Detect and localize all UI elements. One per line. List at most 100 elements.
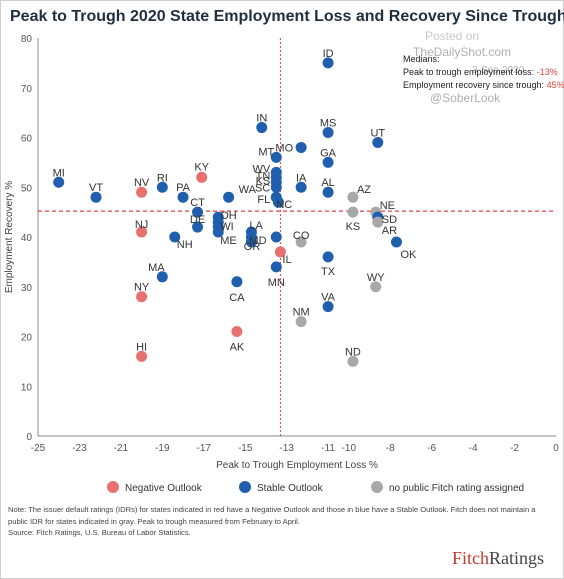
y-tick-label: 50	[21, 183, 33, 194]
label-ga: GA	[320, 147, 337, 159]
median-loss-label: Peak to trough employment loss:	[403, 67, 534, 77]
legend-swatch-2	[371, 481, 383, 493]
x-tick-label: -2	[510, 443, 519, 454]
label-sc: SC	[255, 182, 270, 194]
label-ne: NE	[380, 200, 395, 212]
point-hi	[136, 350, 148, 362]
label-nd: ND	[345, 346, 361, 358]
label-tx: TX	[321, 266, 336, 278]
median-loss-value: -13%	[537, 67, 558, 77]
label-ca: CA	[229, 292, 245, 304]
footnotes: Note: The issuer default ratings (IDRs) …	[8, 504, 556, 539]
label-nc: NC	[276, 199, 292, 211]
watermark-posted-on: Posted on	[425, 29, 479, 43]
label-wa: WA	[239, 184, 257, 196]
point-ar	[372, 216, 384, 228]
label-hi: HI	[136, 341, 147, 353]
x-tick-label: -21	[114, 443, 129, 454]
legend-label-1: Stable Outlook	[257, 483, 324, 494]
point-va	[322, 301, 334, 313]
note-line-1: Note: The issuer default ratings (IDRs) …	[8, 505, 536, 514]
y-tick-label: 30	[21, 283, 33, 294]
fitch-ratings-logo: FitchRatings	[452, 548, 544, 569]
brand-part-2: Ratings	[489, 548, 545, 568]
label-oh: OH	[220, 210, 237, 222]
label-wi: WI	[220, 221, 233, 233]
label-mt: MT	[258, 146, 274, 158]
point-nh	[169, 231, 181, 243]
point-az	[347, 191, 359, 203]
label-wy: WY	[367, 272, 385, 284]
point-tx	[322, 251, 334, 263]
label-nh: NH	[177, 239, 193, 251]
chart-title: Peak to Trough 2020 State Employment Los…	[10, 8, 564, 25]
x-tick-label: -10	[342, 443, 357, 454]
x-tick-label: -15	[238, 443, 253, 454]
label-me: ME	[220, 235, 237, 247]
legend-label-2: no public Fitch rating assigned	[389, 483, 524, 494]
point-me	[212, 226, 224, 238]
point-ct	[192, 206, 204, 218]
point-wy	[370, 281, 382, 293]
point-nj	[136, 226, 148, 238]
point-ms	[322, 127, 334, 139]
point-ak	[231, 326, 243, 338]
label-ok: OK	[400, 249, 417, 261]
point-ks	[347, 206, 359, 218]
label-mo: MO	[275, 142, 293, 154]
x-tick-label: -8	[386, 443, 395, 454]
point-sc	[270, 181, 282, 193]
point-wa	[223, 191, 235, 203]
label-vt: VT	[89, 182, 103, 194]
label-ut: UT	[370, 127, 385, 139]
label-mn: MN	[268, 277, 285, 289]
legend-swatch-0	[107, 481, 119, 493]
y-tick-label: 10	[21, 382, 33, 393]
source-line: Source: Fitch Ratings, U.S. Bureau of La…	[8, 528, 191, 537]
watermark-date: 3-Sep-2020	[472, 65, 525, 76]
label-ia: IA	[296, 172, 307, 184]
legend: Negative Outlook Stable Outlook no public …	[107, 481, 524, 494]
label-la: LA	[249, 220, 263, 232]
y-tick-label: 20	[21, 333, 33, 344]
label-tn: TN	[256, 170, 271, 182]
point-nv	[136, 186, 148, 198]
watermark-site: TheDailyShot.com	[413, 45, 511, 59]
label-nv: NV	[134, 177, 150, 189]
x-tick-labels: -25 -23 -21 -19 -17 -15 -13 -11 -10 -8 -6 -4 -2 0	[31, 443, 559, 454]
label-ri: RI	[157, 172, 168, 184]
note-line-2: public IDR for states indicated in gray.…	[8, 516, 300, 526]
label-sd: SD	[382, 214, 397, 226]
y-tick-label: 70	[21, 84, 33, 95]
x-tick-label: 0	[553, 443, 559, 454]
point-co	[295, 236, 307, 248]
label-pa: PA	[176, 182, 191, 194]
label-or: OR	[244, 241, 261, 253]
point-ga	[322, 156, 334, 168]
x-tick-label: -11	[321, 443, 335, 454]
label-va: VA	[321, 292, 336, 304]
x-tick-label: -13	[279, 443, 294, 454]
x-tick-label: -6	[427, 443, 436, 454]
point-in	[256, 122, 268, 134]
point-ok	[390, 236, 402, 248]
median-recovery-label: Employment recovery since trough:	[403, 80, 544, 90]
point-mi	[53, 176, 65, 188]
label-il: IL	[282, 254, 291, 266]
label-id: ID	[323, 48, 334, 60]
label-ms: MS	[320, 118, 337, 130]
y-tick-label: 40	[21, 233, 33, 244]
point-ma	[156, 271, 168, 283]
point-nm	[295, 316, 307, 328]
point-mn	[270, 261, 282, 273]
label-az: AZ	[357, 184, 371, 196]
point-mo	[295, 141, 307, 153]
label-fl: FL	[257, 194, 270, 206]
label-in: IN	[256, 113, 267, 125]
label-al: AL	[321, 177, 334, 189]
label-co: CO	[293, 230, 310, 242]
point-ut	[372, 136, 384, 148]
point-ri	[156, 181, 168, 193]
label-md: MD	[249, 235, 266, 247]
point-vt	[90, 191, 102, 203]
